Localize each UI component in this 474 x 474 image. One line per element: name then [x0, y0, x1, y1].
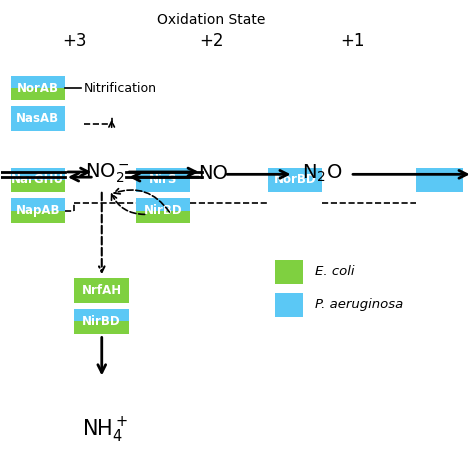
FancyBboxPatch shape — [416, 168, 463, 192]
FancyBboxPatch shape — [74, 321, 128, 334]
Text: NorBD: NorBD — [273, 173, 316, 186]
FancyBboxPatch shape — [275, 260, 303, 284]
FancyBboxPatch shape — [11, 210, 65, 223]
Text: +3: +3 — [62, 32, 87, 50]
Text: NorAB: NorAB — [17, 82, 59, 95]
Text: +2: +2 — [199, 32, 223, 50]
Text: NirBD: NirBD — [82, 315, 121, 328]
Text: E. coli: E. coli — [315, 265, 354, 278]
FancyBboxPatch shape — [268, 168, 322, 192]
FancyBboxPatch shape — [11, 168, 65, 180]
FancyBboxPatch shape — [136, 168, 190, 192]
FancyBboxPatch shape — [136, 198, 190, 210]
Text: NO$_2^-$: NO$_2^-$ — [85, 162, 130, 185]
Text: NasAB: NasAB — [16, 112, 59, 125]
Text: Nitrification: Nitrification — [84, 82, 157, 95]
Text: NapAB: NapAB — [16, 204, 60, 217]
FancyBboxPatch shape — [136, 210, 190, 223]
FancyBboxPatch shape — [11, 198, 65, 210]
FancyBboxPatch shape — [11, 180, 65, 192]
Text: Oxidation State: Oxidation State — [157, 13, 265, 27]
Text: P. aeruginosa: P. aeruginosa — [315, 298, 403, 311]
Text: NrfAH: NrfAH — [82, 284, 122, 297]
Text: NO: NO — [199, 164, 228, 183]
Text: +1: +1 — [340, 32, 365, 50]
Text: NirS: NirS — [148, 173, 177, 186]
FancyBboxPatch shape — [74, 278, 128, 303]
FancyBboxPatch shape — [11, 107, 65, 131]
Text: NirBD: NirBD — [144, 204, 182, 217]
Text: NH$_4^+$: NH$_4^+$ — [82, 416, 128, 445]
Text: NarGHU: NarGHU — [11, 173, 64, 186]
FancyBboxPatch shape — [74, 309, 128, 321]
Text: N$_2$O: N$_2$O — [301, 163, 342, 184]
FancyBboxPatch shape — [11, 76, 65, 88]
FancyBboxPatch shape — [275, 292, 303, 317]
FancyBboxPatch shape — [11, 88, 65, 100]
